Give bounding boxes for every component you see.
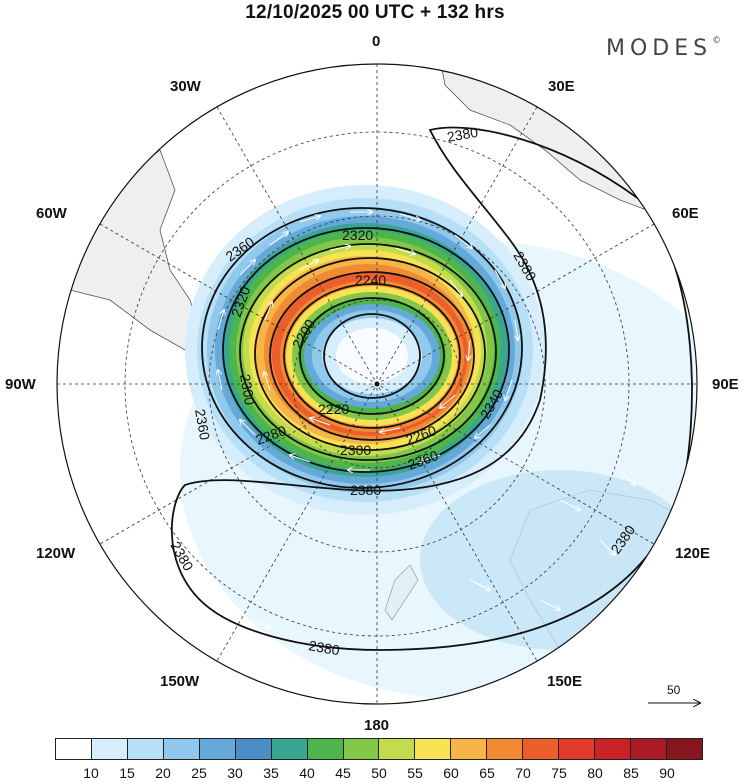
colorbar-cell bbox=[343, 739, 380, 759]
lon-label-120w: 120W bbox=[36, 545, 76, 562]
lon-label-0: 0 bbox=[372, 33, 381, 50]
colorbar-tick-label: 85 bbox=[623, 765, 639, 781]
brand-name: MODES bbox=[606, 36, 713, 61]
lon-label-150w: 150W bbox=[160, 673, 200, 690]
lon-label-150e: 150E bbox=[547, 673, 583, 690]
map-title: 12/10/2025 00 UTC + 132 hrs bbox=[245, 2, 505, 23]
lon-label-60e: 60E bbox=[672, 205, 699, 222]
wind-speed-shading bbox=[180, 185, 697, 700]
lon-label-180: 180 bbox=[364, 717, 390, 734]
colorbar-cell bbox=[163, 739, 200, 759]
contour-2380 bbox=[170, 126, 693, 651]
lon-label-60w: 60W bbox=[36, 205, 67, 222]
colorbar-cell bbox=[451, 739, 488, 759]
colorbar-cell bbox=[271, 739, 308, 759]
colorbar-tick-label: 75 bbox=[551, 765, 567, 781]
contour-label-2300-b: 2300 bbox=[340, 442, 371, 458]
colorbar-tick-label: 35 bbox=[263, 765, 279, 781]
colorbar-tick-label: 65 bbox=[479, 765, 495, 781]
colorbar-cell bbox=[559, 739, 596, 759]
contour-label-2360-b: 2360 bbox=[192, 408, 213, 442]
colorbar-cell bbox=[307, 739, 344, 759]
colorbar-tick-label: 60 bbox=[443, 765, 459, 781]
colorbar-cell bbox=[666, 739, 702, 759]
south-america-land bbox=[59, 149, 201, 351]
colorbar-tick-label: 30 bbox=[227, 765, 243, 781]
lon-label-90w: 90W bbox=[5, 376, 36, 393]
colorbar-tick-label: 55 bbox=[407, 765, 423, 781]
colorbar-cell bbox=[415, 739, 452, 759]
lon-label-90e: 90E bbox=[712, 376, 739, 393]
colorbar-tick-label: 15 bbox=[119, 765, 135, 781]
colorbar-cell bbox=[235, 739, 272, 759]
colorbar-tick-label: 80 bbox=[587, 765, 603, 781]
colorbar-tick-label: 10 bbox=[83, 765, 99, 781]
colorbar-cell bbox=[487, 739, 524, 759]
contour-label-2240: 2240 bbox=[355, 272, 386, 288]
brand-mark: © bbox=[712, 36, 722, 46]
map-field bbox=[57, 64, 697, 704]
map-boundary bbox=[56, 63, 698, 705]
reference-vector-label: 50 bbox=[667, 683, 681, 697]
colorbar-cell bbox=[199, 739, 236, 759]
contour-label-2220: 2220 bbox=[318, 401, 349, 417]
height-contours bbox=[170, 126, 693, 651]
colorbar-tick-label: 90 bbox=[659, 765, 675, 781]
colorbar-cell bbox=[127, 739, 164, 759]
lon-label-30e: 30E bbox=[548, 78, 575, 95]
lon-label-120e: 120E bbox=[675, 545, 711, 562]
contour-label-2300-a: 2300 bbox=[237, 373, 258, 407]
colorbar-tick-label: 20 bbox=[155, 765, 171, 781]
modes-logo: MODES© bbox=[606, 36, 721, 61]
colorbar-tick-label: 45 bbox=[335, 765, 351, 781]
colorbar-cell bbox=[91, 739, 128, 759]
south-pole-marker bbox=[374, 381, 380, 387]
colorbar-cell bbox=[595, 739, 631, 759]
colorbar-tick-label: 40 bbox=[299, 765, 315, 781]
colorbar-cell bbox=[56, 739, 92, 759]
colorbar-cell bbox=[523, 739, 560, 759]
contour-label-2320-a: 2320 bbox=[342, 227, 373, 243]
contour-label-2380-c: 2380 bbox=[350, 482, 381, 498]
polar-stereographic-map: 2200 2220 2240 2260 2280 2300 2300 2320 … bbox=[56, 63, 750, 735]
colorbar-cell bbox=[379, 739, 416, 759]
colorbar-tick-label: 50 bbox=[371, 765, 387, 781]
colorbar-cell bbox=[631, 739, 667, 759]
contour-label-2380-e: 2380 bbox=[307, 637, 341, 658]
colorbar-tick-label: 25 bbox=[191, 765, 207, 781]
contour-label-2380-a: 2380 bbox=[446, 124, 480, 145]
colorbar-tick-label: 70 bbox=[515, 765, 531, 781]
wind-speed-colorbar bbox=[55, 738, 703, 760]
wind-vectors bbox=[218, 212, 635, 628]
lon-label-30w: 30W bbox=[170, 78, 201, 95]
